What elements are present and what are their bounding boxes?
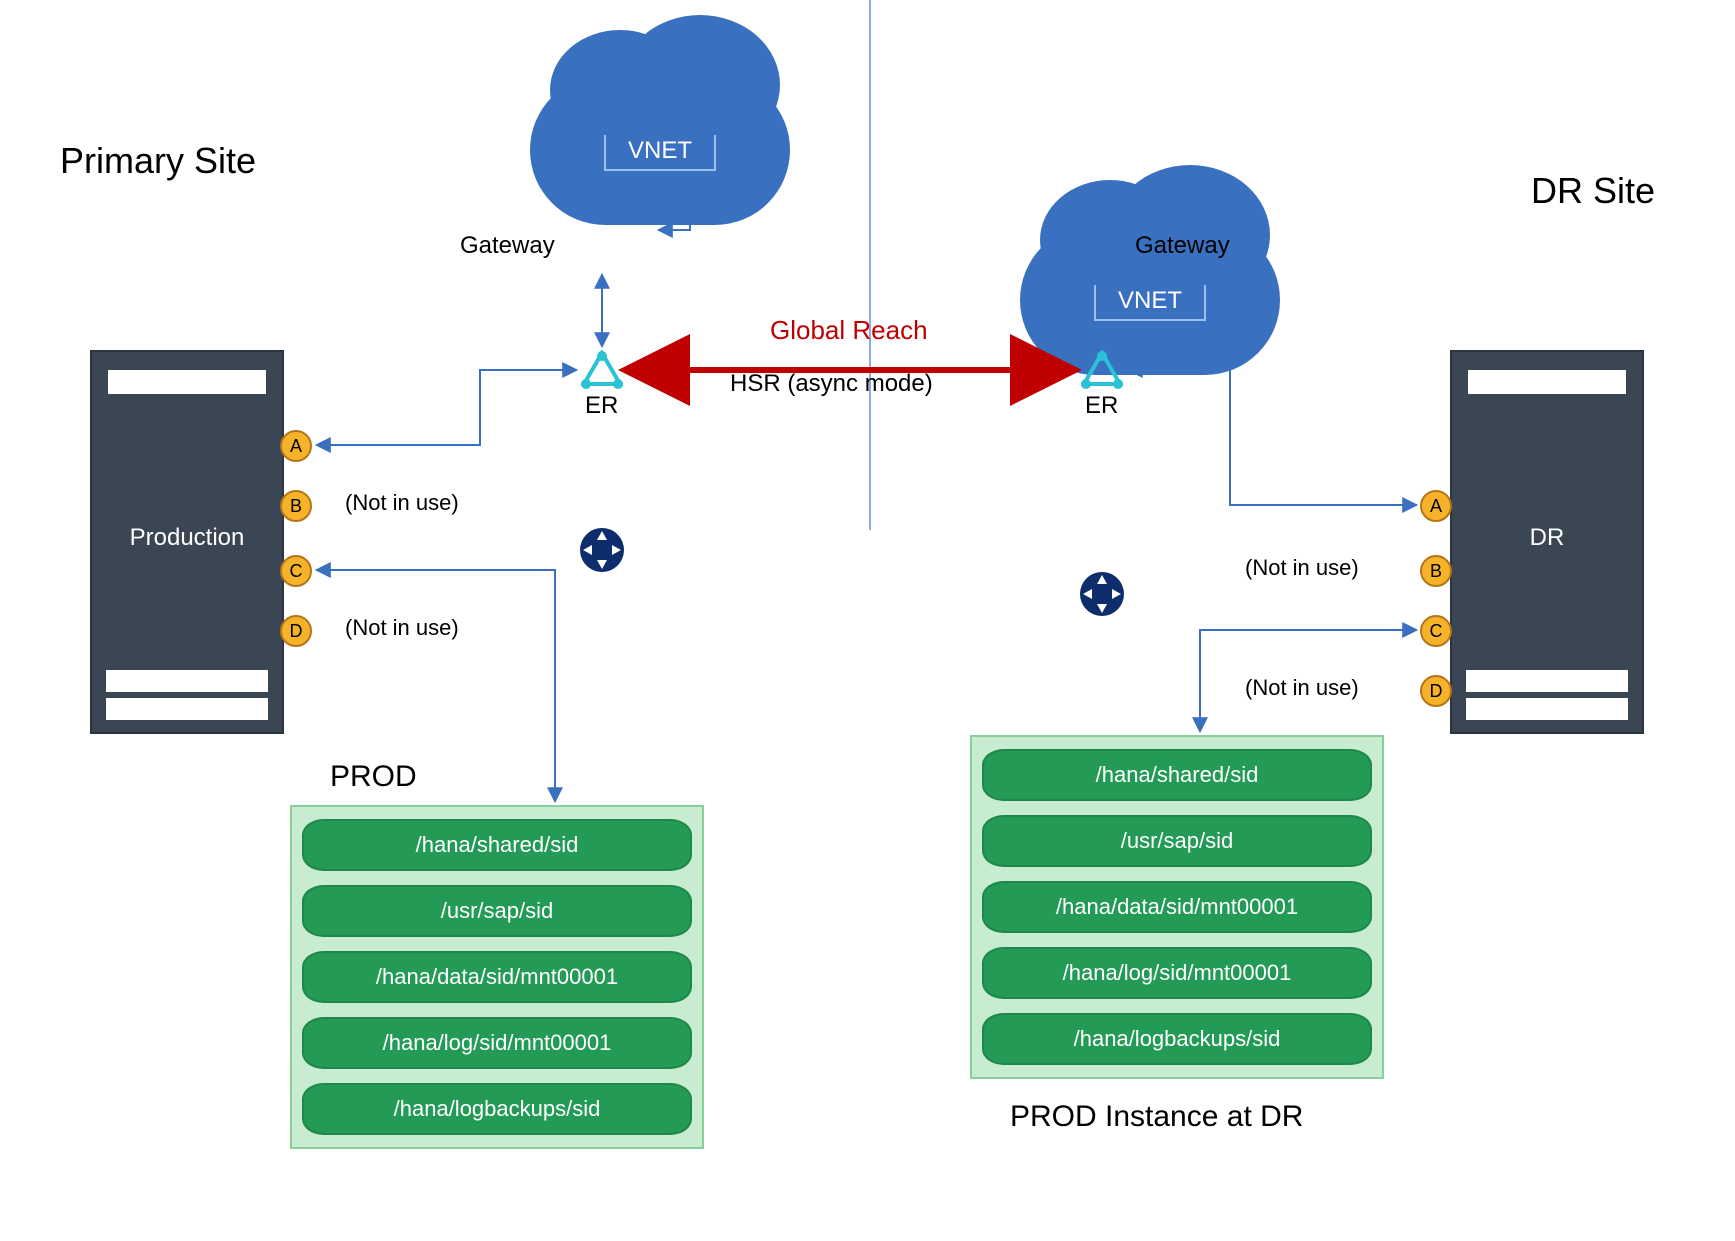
prod-instance-dr-label: PROD Instance at DR: [1010, 1100, 1303, 1134]
disk: /hana/logbackups/sid: [982, 1013, 1372, 1065]
er-label-primary: ER: [585, 392, 618, 420]
server-slot: [106, 698, 268, 720]
gateway-icon: [580, 528, 624, 572]
port-d: D: [280, 615, 312, 647]
er-label-dr: ER: [1085, 392, 1118, 420]
disk: /hana/data/sid/mnt00001: [302, 951, 692, 1003]
vnet-label: VNET: [1094, 285, 1206, 321]
server-slot: [1468, 370, 1626, 394]
server-dr-label: DR: [1452, 524, 1642, 552]
er-icon: [1080, 350, 1124, 390]
port-c-dr: C: [1420, 615, 1452, 647]
gateway-label-dr: Gateway: [1135, 232, 1230, 260]
port-b-note: (Not in use): [345, 490, 459, 516]
server-primary-label: Production: [92, 524, 282, 552]
server-slot: [106, 670, 268, 692]
server-primary: Production: [90, 350, 284, 734]
gateway-icon: [1080, 572, 1124, 616]
storage-title-prod: PROD: [330, 760, 417, 794]
port-b-dr: B: [1420, 555, 1452, 587]
server-slot: [1466, 670, 1628, 692]
primary-site-title: Primary Site: [60, 140, 256, 182]
vnet-cloud-primary: VNET: [530, 75, 790, 225]
port-d-dr-note: (Not in use): [1245, 675, 1359, 701]
disk: /hana/log/sid/mnt00001: [302, 1017, 692, 1069]
server-slot: [1466, 698, 1628, 720]
port-b: B: [280, 490, 312, 522]
er-icon: [580, 350, 624, 390]
global-reach-label: Global Reach: [770, 315, 928, 346]
hsr-label: HSR (async mode): [730, 370, 933, 398]
port-b-dr-note: (Not in use): [1245, 555, 1359, 581]
port-a: A: [280, 430, 312, 462]
disk: /usr/sap/sid: [982, 815, 1372, 867]
port-c: C: [280, 555, 312, 587]
gateway-label-primary: Gateway: [460, 232, 555, 260]
disk: /hana/shared/sid: [982, 749, 1372, 801]
port-d-dr: D: [1420, 675, 1452, 707]
disk: /hana/logbackups/sid: [302, 1083, 692, 1135]
vnet-label: VNET: [604, 135, 716, 171]
disk: /hana/log/sid/mnt00001: [982, 947, 1372, 999]
storage-prod: /hana/shared/sid /usr/sap/sid /hana/data…: [290, 805, 704, 1149]
port-a-dr: A: [1420, 490, 1452, 522]
dr-site-title: DR Site: [1531, 170, 1655, 212]
port-d-note: (Not in use): [345, 615, 459, 641]
server-slot: [108, 370, 266, 394]
disk: /usr/sap/sid: [302, 885, 692, 937]
storage-dr: /hana/shared/sid /usr/sap/sid /hana/data…: [970, 735, 1384, 1079]
disk: /hana/shared/sid: [302, 819, 692, 871]
disk: /hana/data/sid/mnt00001: [982, 881, 1372, 933]
server-dr: DR: [1450, 350, 1644, 734]
